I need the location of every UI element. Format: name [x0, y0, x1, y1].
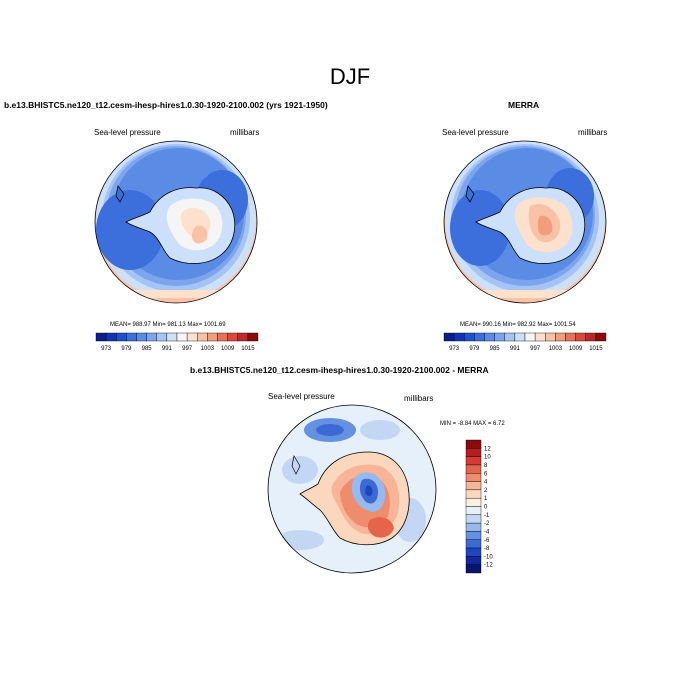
panel1-variable-label: Sea-level pressure — [94, 128, 161, 137]
panel3-colorbar-tick-label: -8 — [484, 546, 490, 552]
panel2-variable-label: Sea-level pressure — [442, 128, 509, 137]
panel3-unit-label: millibars — [404, 394, 434, 403]
panel1-title: b.e13.BHISTC5.ne120_t12.cesm-ihesp-hires… — [4, 100, 328, 110]
panel3-variable-label: Sea-level pressure — [268, 392, 335, 401]
panel1-colorbar-swatch — [227, 332, 238, 342]
panel2-colorbar-swatch — [494, 332, 505, 342]
panel3-colorbar-swatch — [465, 514, 482, 524]
panel3-colorbar-swatch — [465, 539, 482, 549]
panel2-colorbar-tick-label: 1009 — [569, 346, 583, 352]
panel3-colorbar-swatch — [465, 481, 482, 491]
panel1-colorbar-swatch — [166, 332, 178, 342]
panel3-colorbar-tick-label: -2 — [484, 521, 490, 527]
panel3-colorbar-swatch — [465, 439, 482, 449]
panel3-colorbar-swatch — [465, 448, 482, 457]
panel2-stats: MEAN= 990.16 Min= 982.92 Max= 1001.54 — [460, 322, 576, 328]
panel3-colorbar-tick-label: -6 — [484, 538, 490, 544]
panel3-colorbar-tick-label: 12 — [484, 446, 491, 452]
panel2-colorbar-tick-label: 973 — [449, 346, 460, 352]
panel1-map — [94, 140, 258, 304]
panel3-colorbar-swatch — [465, 464, 482, 474]
panel2-colorbar-swatch — [443, 332, 455, 342]
panel3-colorbar-swatch — [465, 506, 482, 516]
panel2-colorbar-tick-label: 979 — [469, 346, 480, 352]
panel1-colorbar-swatch — [237, 332, 249, 342]
panel1-colorbar-tick-label: 997 — [182, 346, 193, 352]
panel2-colorbar-swatch — [545, 332, 556, 342]
panel2-colorbar-swatch — [464, 332, 475, 342]
panel1-colorbar-swatch — [126, 332, 137, 342]
panel2-colorbar-tick-label: 997 — [530, 346, 541, 352]
panel1-colorbar-swatch — [146, 332, 157, 342]
panel2-colorbar-swatch — [514, 332, 526, 342]
panel1-colorbar-swatch — [186, 332, 198, 342]
panel1-colorbar-swatch — [217, 332, 228, 342]
panel3-colorbar-tick-label: 0 — [484, 505, 488, 511]
panel2-colorbar-swatch — [524, 332, 536, 342]
panel2-unit-label: millibars — [578, 128, 608, 137]
panel3-colorbar-swatch — [465, 456, 482, 466]
panel1-colorbar-tick-label: 973 — [101, 346, 112, 352]
panel1-colorbar-swatch — [207, 332, 218, 342]
panel1-unit-label: millibars — [230, 128, 260, 137]
panel2-colorbar-swatch — [504, 332, 516, 342]
panel1-colorbar-swatch — [105, 332, 117, 342]
panel3-colorbar-tick-label: -12 — [484, 563, 493, 569]
panel1-colorbar-tick-label: 1009 — [221, 346, 235, 352]
panel2-colorbar-swatch — [565, 332, 576, 342]
panel3-colorbar-tick-label: 1 — [484, 496, 488, 502]
panel1-colorbar-swatch — [95, 332, 107, 342]
panel3-colorbar-tick-label: -1 — [484, 513, 490, 519]
panel2-colorbar-swatch — [453, 332, 465, 342]
panel1-colorbar-swatch — [156, 332, 168, 342]
page-title: DJF — [329, 64, 371, 89]
panel1-stats: MEAN= 988.97 Min= 981.13 Max= 1001.69 — [110, 322, 226, 328]
panel3-colorbar-tick-label: 8 — [484, 463, 488, 469]
panel1-colorbar-tick-label: 991 — [162, 346, 173, 352]
panel2-colorbar-swatch — [484, 332, 495, 342]
panel1-colorbar-swatch — [197, 332, 208, 342]
panel3-colorbar-swatch — [465, 497, 482, 507]
panel3-title: b.e13.BHISTC5.ne120_t12.cesm-ihesp-hires… — [190, 365, 489, 375]
panel3-colorbar-tick-label: 10 — [484, 455, 491, 461]
panel2-colorbar-tick-label: 1003 — [549, 346, 563, 352]
panel2-colorbar: 973 979 985 991 997 1003 1009 1015 — [443, 332, 607, 352]
panel1-colorbar-swatch — [116, 332, 127, 342]
panel1-colorbar: 973 979 985 991 997 1003 1009 1015 — [95, 332, 259, 352]
panel3-colorbar-tick-label: 6 — [484, 471, 488, 477]
panel1-colorbar-swatch — [176, 332, 188, 342]
panel2-colorbar-swatch — [585, 332, 597, 342]
panel2-colorbar-swatch — [555, 332, 566, 342]
panel3-colorbar-swatch — [465, 564, 482, 574]
panel3-colorbar-swatch — [465, 547, 482, 557]
panel2-colorbar-tick-label: 991 — [510, 346, 521, 352]
panel2-colorbar-swatch — [595, 332, 607, 342]
panel3-colorbar-swatch — [465, 489, 482, 499]
panel2-colorbar-tick-label: 1015 — [589, 346, 603, 352]
panel2-colorbar-tick-label: 985 — [490, 346, 501, 352]
panel2-colorbar-swatch — [534, 332, 546, 342]
panel3-colorbar-swatch — [465, 473, 482, 482]
panel1-colorbar-tick-label: 985 — [142, 346, 153, 352]
panel2-map — [443, 140, 607, 304]
panel3-colorbar-tick-label: 2 — [484, 488, 488, 494]
panel3-colorbar-swatch — [465, 531, 482, 540]
panel1-colorbar-tick-label: 1003 — [201, 346, 215, 352]
panel1-colorbar-swatch — [136, 332, 147, 342]
panel3-colorbar-tick-label: -4 — [484, 529, 490, 535]
panel3-colorbar-tick-label: 4 — [484, 480, 488, 486]
panel3-stats: MIN = -8.84 MAX = 6.72 — [440, 421, 505, 427]
panel3-colorbar-swatch — [465, 522, 482, 532]
panel3-map — [267, 404, 437, 574]
panel1-colorbar-tick-label: 979 — [121, 346, 132, 352]
panel3-colorbar-swatch — [465, 556, 482, 565]
panel3-colorbar-tick-label: -10 — [484, 554, 493, 560]
panel2-colorbar-swatch — [474, 332, 485, 342]
panel1-colorbar-swatch — [247, 332, 259, 342]
panel2-colorbar-swatch — [575, 332, 586, 342]
panel2-title: MERRA — [508, 100, 540, 110]
panel1-colorbar-tick-label: 1015 — [241, 346, 255, 352]
